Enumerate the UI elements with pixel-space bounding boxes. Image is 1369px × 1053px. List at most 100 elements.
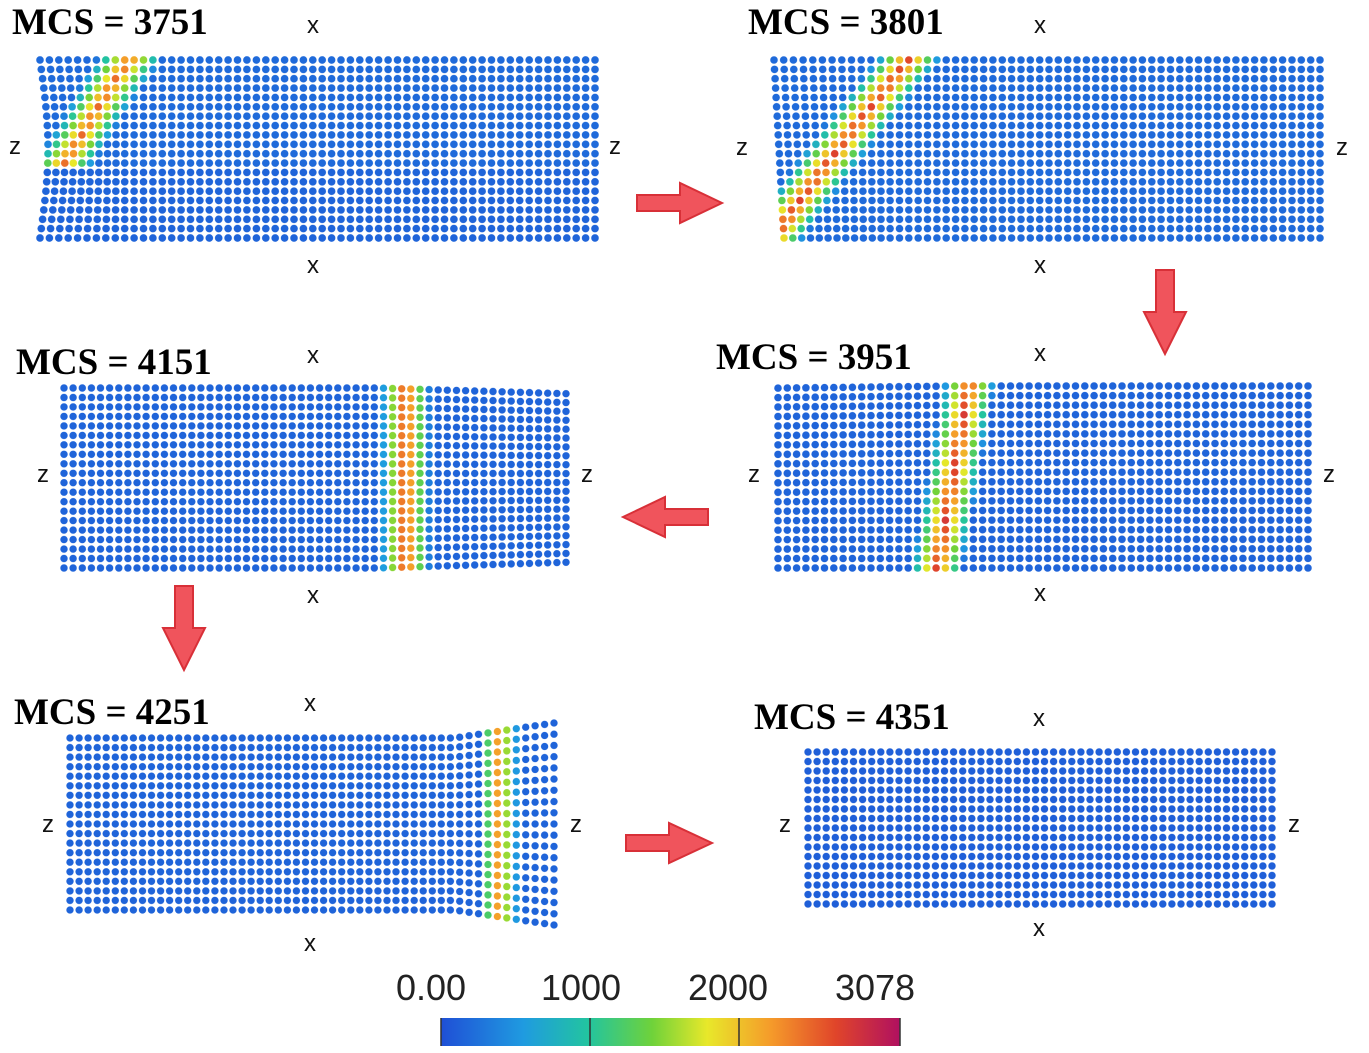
lattice-node [904, 544, 913, 554]
lattice-node [1285, 563, 1294, 573]
lattice-node [318, 65, 327, 74]
lattice-node [336, 187, 346, 196]
lattice-node [289, 74, 299, 83]
lattice-node [355, 196, 364, 205]
lattice-node [96, 488, 105, 497]
lattice-node [280, 112, 289, 121]
lattice-node [111, 224, 120, 233]
lattice-node [374, 83, 383, 93]
lattice-node [215, 421, 224, 430]
lattice-node [1108, 439, 1117, 448]
lattice-node [167, 121, 176, 130]
lattice-node [1248, 525, 1257, 534]
lattice-node [283, 781, 292, 790]
lattice-node [1080, 506, 1089, 515]
lattice-node [75, 762, 84, 771]
lattice-node [1110, 158, 1119, 168]
lattice-node [885, 93, 895, 102]
lattice-node [105, 535, 114, 544]
lattice-node [997, 535, 1006, 544]
lattice-node [178, 469, 187, 478]
lattice-node [543, 514, 552, 523]
lattice-node [840, 187, 849, 196]
lattice-node [810, 112, 819, 121]
lattice-node [1091, 177, 1100, 186]
lattice-node [931, 544, 941, 554]
lattice-node [904, 382, 913, 391]
lattice-node [1194, 168, 1203, 177]
lattice-node [59, 421, 69, 430]
lattice-node [178, 402, 187, 411]
lattice-node [415, 543, 425, 553]
lattice-node [139, 55, 148, 65]
lattice-node [1015, 563, 1024, 573]
lattice-node [959, 563, 969, 573]
lattice-node [960, 187, 970, 196]
lattice-node [793, 149, 802, 158]
lattice-node [1278, 149, 1287, 158]
lattice-node [1220, 429, 1229, 439]
lattice-node [1063, 187, 1072, 196]
lattice-node [165, 781, 174, 790]
z-axis-label-left: z [779, 811, 791, 838]
lattice-node [333, 554, 342, 563]
lattice-node [167, 187, 176, 196]
lattice-node [355, 55, 364, 65]
lattice-node [581, 158, 590, 168]
lattice-node [132, 469, 142, 478]
lattice-node [333, 383, 342, 393]
lattice-node [183, 733, 192, 743]
lattice-node [923, 140, 932, 149]
lattice-node [1082, 158, 1091, 168]
lattice-node [165, 733, 174, 743]
lattice-node [65, 753, 75, 762]
lattice-node [1164, 391, 1173, 400]
lattice-node [885, 55, 895, 65]
lattice-node [811, 421, 820, 430]
lattice-node [932, 140, 942, 149]
lattice-node [797, 224, 806, 233]
lattice-node [102, 102, 112, 112]
lattice-node [66, 83, 75, 93]
lattice-node [561, 398, 571, 407]
lattice-node [393, 196, 402, 205]
lattice-node [820, 411, 829, 421]
lattice-node [468, 83, 477, 93]
lattice-node [51, 121, 61, 130]
lattice-node [922, 420, 931, 429]
lattice-node [923, 215, 932, 224]
lattice-node [468, 112, 477, 121]
lattice-node [1315, 158, 1325, 168]
lattice-node [932, 83, 942, 93]
lattice-node [552, 522, 561, 532]
lattice-node [540, 764, 549, 773]
lattice-node [1306, 65, 1315, 74]
lattice-node [470, 414, 479, 423]
lattice-node [783, 469, 792, 478]
lattice-node [333, 469, 342, 478]
lattice-node [829, 430, 838, 440]
lattice-node [342, 383, 351, 393]
lattice-node [1072, 93, 1082, 102]
lattice-node [383, 224, 393, 233]
lattice-node [120, 102, 129, 112]
lattice-node [837, 65, 847, 74]
lattice-node [1210, 429, 1220, 439]
lattice-node [1054, 93, 1063, 102]
lattice-node [397, 384, 406, 393]
lattice-node [336, 112, 346, 121]
lattice-node [355, 149, 364, 158]
lattice-node [904, 55, 913, 65]
lattice-node [1278, 55, 1287, 65]
lattice-node [84, 215, 93, 224]
lattice-node [176, 130, 186, 140]
lattice-node [866, 430, 876, 439]
lattice-node [1155, 477, 1164, 486]
lattice-node [885, 506, 894, 515]
lattice-node [192, 753, 201, 762]
lattice-node [1185, 158, 1194, 168]
lattice-node [1166, 196, 1175, 205]
lattice-node [534, 523, 543, 532]
lattice-node [1166, 187, 1175, 196]
lattice-node [1089, 401, 1099, 410]
